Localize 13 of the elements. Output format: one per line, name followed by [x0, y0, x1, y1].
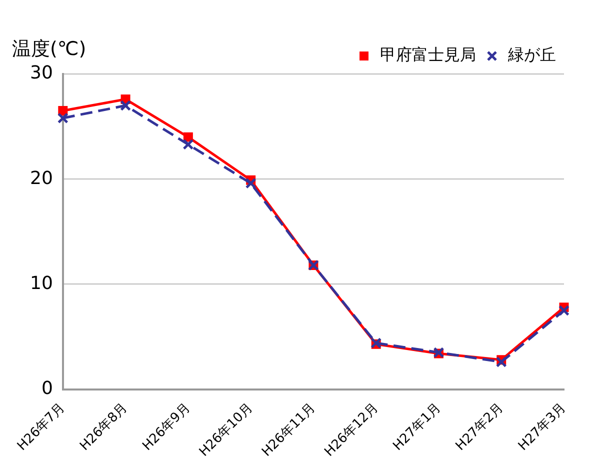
point: [558, 304, 570, 316]
point: [496, 356, 507, 368]
legend-label: 緑が丘: [507, 45, 556, 64]
y-tick-label: 0: [41, 378, 53, 399]
y-axis-title: 温度(℃): [12, 37, 86, 62]
point: [120, 100, 132, 112]
y-tick-label: 20: [30, 168, 53, 189]
point: [245, 178, 256, 189]
point: [57, 112, 68, 124]
y-tick-label: 10: [30, 272, 53, 294]
point: [182, 138, 194, 150]
y-tick-label: 30: [30, 62, 53, 84]
legend-label: 甲府富士見局: [380, 45, 476, 64]
